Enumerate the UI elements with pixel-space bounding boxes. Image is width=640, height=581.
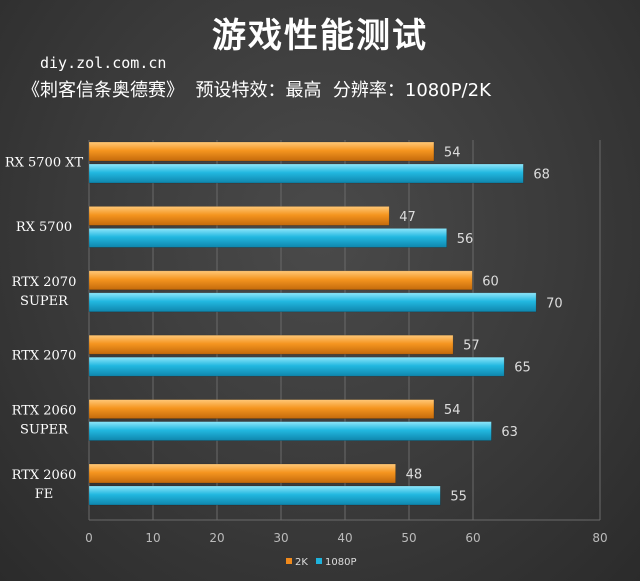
x-tick-label: 50 <box>401 531 416 545</box>
legend-label: 2K <box>295 557 308 568</box>
data-label: 54 <box>444 146 461 161</box>
x-tick-label: 0 <box>85 531 93 545</box>
data-label: 48 <box>406 468 423 483</box>
legend-swatch-1080p <box>316 558 322 564</box>
category-label: RTX 2070 <box>12 275 77 290</box>
bar-1080p <box>88 356 505 377</box>
category-label: RTX 2060 <box>12 468 77 483</box>
data-label: 56 <box>457 232 474 247</box>
source-url: diy.zol.com.cn <box>40 54 167 72</box>
bar-2k <box>88 141 435 162</box>
bar-2k <box>88 270 473 291</box>
grid-lines <box>88 140 601 521</box>
x-tick-label: 10 <box>145 531 160 545</box>
bar-1080p <box>88 421 492 441</box>
bar-1080p <box>88 163 524 184</box>
x-tick-label: 40 <box>337 531 352 545</box>
legend-swatch-2k <box>286 558 292 564</box>
x-tick-label: 80 <box>592 531 607 545</box>
data-label: 68 <box>533 168 550 183</box>
chart-title: 游戏性能测试 <box>212 16 428 56</box>
bar-1080p <box>88 228 448 248</box>
x-tick-label: 20 <box>209 531 224 545</box>
bars <box>88 141 537 506</box>
bar-2k <box>88 206 390 226</box>
data-label: 70 <box>546 296 563 311</box>
category-label: SUPER <box>20 294 69 309</box>
category-label: SUPER <box>20 423 69 438</box>
data-label: 63 <box>501 425 518 440</box>
bar-2k <box>88 334 454 355</box>
category-label: RX 5700 <box>16 220 72 235</box>
chart-subtitle: 《刺客信条奥德赛》 预设特效：最高 分辨率：1080P/2K <box>22 80 491 101</box>
labels: 0 10 20 30 40 50 60 80 54 68 RX 5700 XT 47 56 RX 5700… <box>5 146 608 546</box>
x-tick-label: 60 <box>465 531 480 545</box>
legend: 2K 1080P <box>286 557 356 568</box>
data-label: 65 <box>514 361 531 376</box>
bar-2k <box>88 463 396 484</box>
x-tick-label: 30 <box>273 531 288 545</box>
data-label: 54 <box>444 403 461 418</box>
legend-label: 1080P <box>325 557 356 568</box>
data-label: 55 <box>450 490 467 505</box>
bar-2k <box>88 399 435 419</box>
category-label: FE <box>35 487 54 502</box>
category-label: RTX 2070 <box>12 349 77 364</box>
bar-1080p <box>88 292 537 313</box>
data-label: 57 <box>463 339 480 354</box>
category-label: RTX 2060 <box>12 404 77 419</box>
category-label: RX 5700 XT <box>5 156 84 171</box>
data-label: 47 <box>399 210 416 225</box>
bar-1080p <box>88 485 441 506</box>
data-label: 60 <box>482 274 499 289</box>
